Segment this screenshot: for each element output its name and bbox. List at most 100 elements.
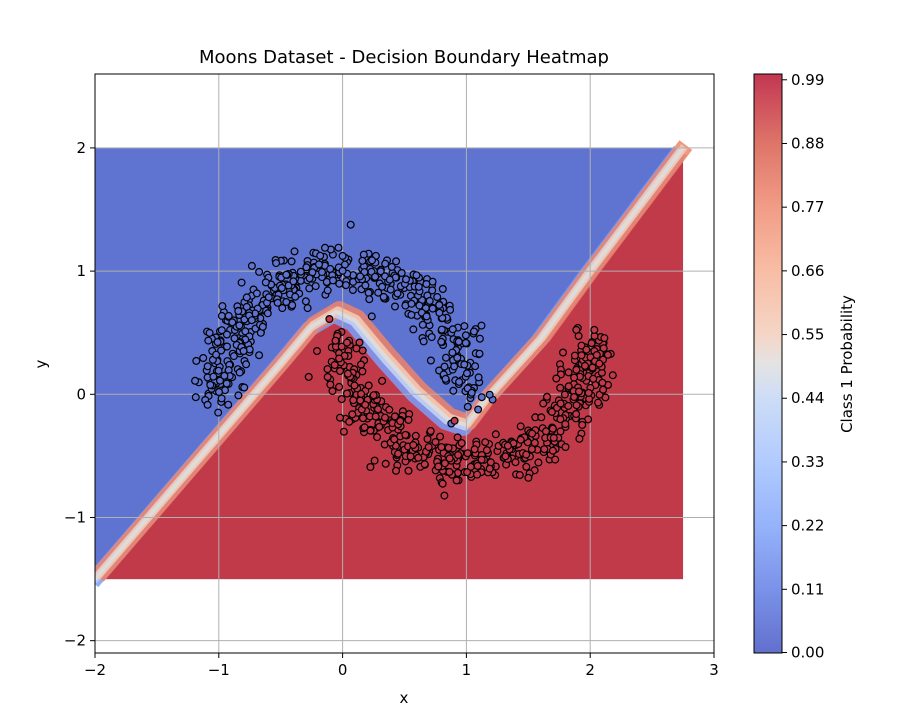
data-point bbox=[574, 387, 583, 396]
data-point bbox=[404, 466, 413, 475]
data-point bbox=[371, 272, 380, 281]
data-point bbox=[191, 376, 200, 385]
data-point bbox=[470, 445, 479, 454]
data-point bbox=[343, 338, 352, 347]
data-point bbox=[302, 263, 311, 272]
data-point bbox=[339, 427, 348, 436]
data-point bbox=[528, 429, 537, 438]
data-point bbox=[224, 400, 233, 409]
data-point bbox=[475, 334, 484, 343]
data-point bbox=[385, 275, 394, 284]
data-point bbox=[409, 441, 418, 450]
data-point bbox=[373, 433, 382, 442]
data-point bbox=[570, 351, 579, 360]
data-point bbox=[441, 374, 450, 383]
data-point bbox=[547, 407, 556, 416]
data-point bbox=[240, 383, 249, 392]
y-axis: −2 −1 0 1 2 bbox=[64, 139, 95, 650]
data-point bbox=[291, 292, 300, 301]
data-point bbox=[222, 379, 231, 388]
data-point bbox=[463, 402, 472, 411]
data-point bbox=[191, 393, 200, 402]
data-point bbox=[572, 325, 581, 334]
data-point bbox=[588, 363, 597, 372]
colorbar-gradient bbox=[754, 74, 782, 653]
data-point bbox=[467, 388, 476, 397]
data-point bbox=[407, 310, 416, 319]
data-point bbox=[463, 369, 472, 378]
data-point bbox=[378, 376, 387, 385]
data-point bbox=[374, 405, 383, 414]
data-point bbox=[445, 454, 454, 463]
data-point bbox=[376, 267, 385, 276]
data-point bbox=[503, 441, 512, 450]
data-point bbox=[261, 278, 270, 287]
data-point bbox=[516, 422, 525, 431]
data-point bbox=[461, 338, 470, 347]
data-point bbox=[206, 380, 215, 389]
data-points bbox=[191, 220, 617, 500]
data-point bbox=[234, 391, 243, 400]
data-point bbox=[366, 426, 375, 435]
data-point bbox=[425, 296, 434, 305]
data-point bbox=[598, 378, 607, 387]
data-point bbox=[255, 351, 264, 360]
data-point bbox=[540, 445, 549, 454]
data-point bbox=[594, 398, 603, 407]
data-point bbox=[445, 467, 454, 476]
data-point bbox=[511, 458, 520, 467]
series-class-0 bbox=[191, 220, 497, 428]
data-point bbox=[412, 271, 421, 280]
data-point bbox=[406, 452, 415, 461]
data-point bbox=[570, 373, 579, 382]
data-point bbox=[365, 295, 374, 304]
data-point bbox=[482, 446, 491, 455]
colorbar-tick-label: 0.22 bbox=[791, 517, 824, 535]
data-point bbox=[572, 365, 581, 374]
data-point bbox=[381, 413, 390, 422]
data-point bbox=[515, 471, 524, 480]
data-point bbox=[575, 434, 584, 443]
data-point bbox=[330, 361, 339, 370]
x-tick-label: 2 bbox=[585, 661, 595, 679]
data-point bbox=[397, 269, 406, 278]
data-point bbox=[316, 251, 325, 260]
colorbar-tick-label: 0.00 bbox=[791, 644, 824, 662]
data-point bbox=[337, 395, 346, 404]
data-point bbox=[203, 400, 212, 409]
data-point bbox=[537, 413, 546, 422]
data-point bbox=[205, 328, 214, 337]
y-axis-label: y bbox=[32, 359, 50, 368]
data-point bbox=[234, 307, 243, 316]
data-point bbox=[216, 376, 225, 385]
data-point bbox=[213, 338, 222, 347]
data-point bbox=[428, 304, 437, 313]
data-point bbox=[387, 262, 396, 271]
data-point bbox=[564, 401, 573, 410]
data-point bbox=[401, 430, 410, 439]
data-point bbox=[448, 325, 457, 334]
data-point bbox=[485, 464, 494, 473]
data-point bbox=[303, 304, 312, 313]
data-point bbox=[199, 354, 208, 363]
data-point bbox=[321, 243, 330, 252]
series-class-1 bbox=[304, 315, 617, 500]
data-point bbox=[477, 393, 486, 402]
data-point bbox=[582, 345, 591, 354]
data-point bbox=[404, 415, 413, 424]
data-point bbox=[358, 256, 367, 265]
data-point bbox=[335, 354, 344, 363]
data-point bbox=[455, 377, 464, 386]
data-point bbox=[379, 292, 388, 301]
data-point bbox=[336, 367, 345, 376]
data-point bbox=[348, 286, 357, 295]
data-point bbox=[424, 443, 433, 452]
data-point bbox=[237, 278, 246, 287]
data-point bbox=[301, 297, 310, 306]
data-point bbox=[426, 427, 435, 436]
data-point bbox=[587, 339, 596, 348]
data-point bbox=[203, 362, 212, 371]
data-point bbox=[460, 360, 469, 369]
data-point bbox=[390, 412, 399, 421]
